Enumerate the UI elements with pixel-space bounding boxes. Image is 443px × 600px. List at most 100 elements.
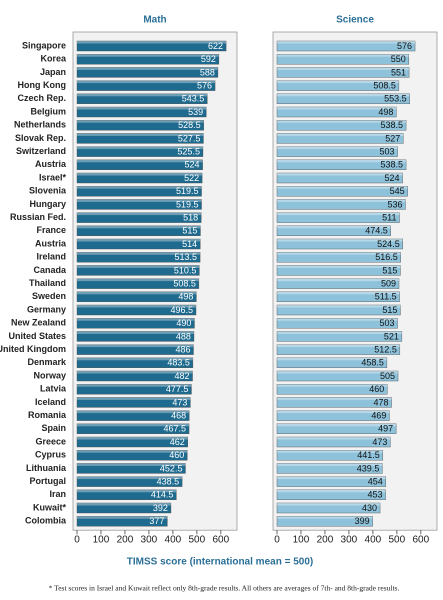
value-label: 524 xyxy=(385,173,400,183)
bar xyxy=(76,212,202,223)
bar xyxy=(276,80,400,91)
bar-shine xyxy=(277,476,386,480)
bar-shine xyxy=(77,476,183,480)
value-label: 525.5 xyxy=(177,146,200,156)
bar-shine xyxy=(77,371,193,374)
category-label: Korea xyxy=(40,54,67,64)
value-label: 377 xyxy=(149,516,164,526)
bar xyxy=(276,423,397,434)
bar-shine xyxy=(77,305,197,308)
value-label: 483.5 xyxy=(167,358,190,368)
bar xyxy=(76,384,192,395)
bar xyxy=(76,450,188,461)
bar-shine xyxy=(277,239,403,242)
bar xyxy=(76,106,207,118)
bar xyxy=(76,397,191,408)
x-tick-label: 0 xyxy=(274,535,280,546)
value-label: 462 xyxy=(170,437,185,447)
value-label: 576 xyxy=(197,80,212,90)
value-label: 469 xyxy=(371,410,386,420)
bar-shine xyxy=(77,357,193,361)
value-label: 539 xyxy=(188,107,203,117)
value-label: 515 xyxy=(182,226,197,236)
value-label: 460 xyxy=(169,450,184,460)
value-label: 496.5 xyxy=(170,305,193,315)
category-label: Norway xyxy=(33,370,66,380)
category-label: Russian Fed. xyxy=(10,212,66,222)
bar-shine xyxy=(277,331,402,334)
category-label: Singapore xyxy=(22,40,66,50)
bar-shine xyxy=(77,463,186,466)
bar xyxy=(76,278,200,289)
value-label: 538.5 xyxy=(381,120,404,130)
value-label: 550 xyxy=(391,54,406,64)
x-tick-label: 600 xyxy=(212,535,229,546)
bar-shine xyxy=(277,371,399,374)
category-label: France xyxy=(36,225,66,235)
value-label: 508.5 xyxy=(373,80,396,90)
bar-shine xyxy=(77,80,216,84)
value-label: 576 xyxy=(397,41,412,51)
bar-shine xyxy=(277,450,383,453)
bar-shine xyxy=(277,357,387,361)
bar-shine xyxy=(77,437,188,440)
value-label: 592 xyxy=(201,54,216,64)
category-label: Romania xyxy=(28,410,67,420)
value-label: 452.5 xyxy=(160,463,183,473)
panel-title: Science xyxy=(336,15,374,26)
category-label: Cyprus xyxy=(35,450,66,460)
bar xyxy=(276,344,401,355)
bar xyxy=(276,410,390,421)
bar xyxy=(276,199,406,210)
bar xyxy=(76,304,197,316)
bar-shine xyxy=(77,450,188,453)
category-label: Czech Rep. xyxy=(17,93,66,103)
category-label: Israel* xyxy=(39,172,67,182)
bar xyxy=(276,384,388,395)
bar-shine xyxy=(77,212,202,216)
bar-shine xyxy=(277,212,400,216)
bar-shine xyxy=(277,93,410,97)
bar-shine xyxy=(277,344,400,348)
bar xyxy=(276,397,392,408)
value-label: 430 xyxy=(362,503,377,513)
bar-shine xyxy=(77,54,219,57)
value-label: 414.5 xyxy=(151,490,174,500)
category-label: Hungary xyxy=(29,199,66,209)
bar xyxy=(76,476,183,487)
bar xyxy=(276,318,398,329)
category-label: Lithuania xyxy=(26,463,67,473)
category-label: Colombia xyxy=(25,516,67,526)
x-tick-label: 500 xyxy=(188,535,205,546)
value-label: 497 xyxy=(378,424,393,434)
value-label: 527.5 xyxy=(178,133,201,143)
x-tick-label: 400 xyxy=(365,535,382,546)
bar-shine xyxy=(77,199,202,202)
bar-shine xyxy=(277,67,410,70)
bar-shine xyxy=(277,120,407,123)
category-label: Thailand xyxy=(29,278,66,288)
bar-shine xyxy=(277,463,383,466)
bar-shine xyxy=(277,225,391,229)
category-label: Ireland xyxy=(36,252,66,262)
category-label: Canada xyxy=(33,265,67,275)
bar xyxy=(76,370,193,382)
bar-shine xyxy=(77,489,177,493)
bar xyxy=(76,251,201,263)
bar-shine xyxy=(77,344,194,348)
bar-shine xyxy=(77,159,203,163)
value-label: 543.5 xyxy=(182,94,205,104)
value-label: 486 xyxy=(175,344,190,354)
bar xyxy=(276,119,407,131)
value-label: 503 xyxy=(380,318,395,328)
bar xyxy=(276,463,383,474)
bar xyxy=(276,304,401,316)
value-label: 439.5 xyxy=(357,463,380,473)
x-tick-label: 600 xyxy=(412,535,429,546)
bar-shine xyxy=(77,265,200,268)
bar xyxy=(76,80,216,91)
value-label: 473 xyxy=(372,437,387,447)
bar xyxy=(276,370,399,382)
bar-shine xyxy=(77,410,190,414)
value-label: 508.5 xyxy=(173,278,196,288)
